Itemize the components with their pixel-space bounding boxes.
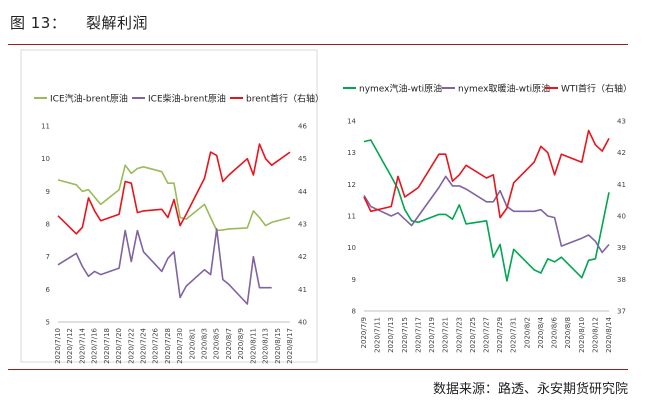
y-right-tick-label: 42: [617, 149, 626, 157]
x-tick-label: 2020/7/11: [374, 317, 382, 353]
x-tick-label: 2020/7/22: [127, 328, 135, 364]
y-left-tick-label: 8: [352, 308, 356, 316]
x-tick-label: 2020/8/15: [274, 328, 282, 364]
x-tick-label: 2020/7/19: [428, 317, 436, 353]
x-tick-label: 2020/7/10: [54, 328, 62, 364]
x-tick-label: 2020/7/18: [103, 328, 111, 364]
x-tick-label: 2020/8/7: [225, 328, 233, 359]
y-left-tick-label: 6: [46, 286, 51, 294]
x-tick-label: 2020/7/30: [176, 328, 184, 364]
x-tick-label: 2020/8/12: [591, 317, 599, 353]
x-tick-label: 2020/8/5: [213, 328, 221, 359]
y-left-tick-label: 5: [46, 319, 50, 327]
x-tick-label: 2020/7/20: [115, 328, 123, 364]
y-right-tick-label: 43: [298, 221, 307, 229]
x-tick-label: 2020/7/14: [78, 327, 86, 363]
legend-label: brent首行（右轴）: [246, 93, 324, 105]
x-tick-label: 2020/7/23: [455, 317, 463, 353]
x-tick-label: 2020/7/29: [496, 317, 504, 353]
figure-title: 图 13： 裂解利润: [10, 12, 148, 33]
y-left-tick-label: 14: [347, 118, 356, 126]
y-left-tick-label: 12: [347, 181, 356, 189]
x-tick-label: 2020/8/8: [564, 317, 572, 348]
y-right-tick-label: 44: [298, 188, 307, 196]
x-tick-label: 2020/8/14: [605, 316, 613, 352]
x-tick-label: 2020/8/1: [188, 328, 196, 359]
y-left-tick-label: 9: [352, 276, 356, 284]
y-left-tick-label: 13: [347, 149, 356, 157]
title-divider: [8, 44, 628, 45]
x-tick-label: 2020/8/6: [551, 316, 559, 348]
y-left-tick-label: 11: [41, 123, 50, 131]
x-tick-label: 2020/8/10: [578, 317, 586, 353]
y-right-tick-label: 41: [298, 286, 307, 294]
y-right-tick-label: 40: [298, 319, 307, 327]
x-tick-label: 2020/8/2: [523, 317, 531, 348]
x-tick-label: 2020/7/28: [164, 328, 172, 364]
x-tick-label: 2020/7/21: [442, 317, 450, 353]
legend-label: nymex取暖油-wti原油: [458, 83, 550, 95]
x-tick-label: 2020/7/13: [387, 317, 395, 353]
legend-label: nymex汽油-wti原油: [359, 83, 442, 95]
series-line-1: [363, 139, 610, 282]
source-divider: [8, 369, 628, 370]
series-line-3: [363, 129, 610, 219]
figure-title-text: 裂解利润: [86, 14, 149, 32]
y-left-tick-label: 8: [46, 221, 50, 229]
left-chart: 5 6 7 8 9 10 11 40 41 42 43 44 45 46 2020/7/10 2020/7/1…: [20, 49, 324, 364]
series-line-2: [363, 175, 610, 254]
right-chart: 8 9 10 11 12 13 14 37 38 39 40 41 42 43 2020/7/9 2020/7…: [343, 83, 632, 353]
series-line-3: [57, 143, 291, 235]
legend-label: WTI首行（右轴）: [561, 83, 632, 95]
y-right-tick-label: 43: [617, 118, 626, 126]
x-tick-label: 2020/7/26: [152, 327, 160, 363]
y-right-tick-label: 39: [617, 244, 626, 252]
x-tick-label: 2020/8/13: [262, 328, 270, 364]
x-tick-label: 2020/7/16: [91, 327, 99, 363]
legend-label: ICE柴油-brent原油: [148, 93, 226, 105]
figure-label: 图 13：: [10, 14, 67, 32]
x-tick-label: 2020/7/9: [360, 317, 368, 348]
y-right-tick-label: 42: [298, 253, 307, 261]
y-right-tick-label: 40: [617, 213, 626, 221]
x-tick-label: 2020/7/31: [510, 317, 518, 353]
x-tick-label: 2020/8/11: [249, 328, 257, 364]
y-left-tick-label: 7: [46, 253, 50, 261]
series-line-2: [57, 228, 272, 305]
x-tick-label: 2020/7/24: [139, 327, 147, 363]
x-tick-label: 2020/8/3: [201, 328, 209, 359]
y-left-tick-label: 11: [347, 213, 356, 221]
legend-label: ICE汽油-brent原油: [50, 93, 128, 105]
source-note: 数据来源：路透、永安期货研究院: [432, 382, 628, 397]
x-tick-label: 2020/7/25: [469, 317, 477, 353]
x-tick-label: 2020/7/12: [66, 328, 74, 364]
x-tick-label: 2020/7/15: [401, 317, 409, 353]
x-tick-label: 2020/7/17: [414, 317, 422, 353]
chart-frame: [20, 49, 318, 363]
y-left-tick-label: 10: [41, 155, 50, 163]
x-tick-label: 2020/8/4: [537, 316, 545, 348]
y-right-tick-label: 45: [298, 155, 307, 163]
y-right-tick-label: 37: [617, 308, 626, 316]
y-left-tick-label: 10: [347, 244, 356, 252]
x-tick-label: 2020/7/27: [483, 317, 491, 353]
series-line-1: [57, 164, 291, 232]
x-tick-label: 2020/8/9: [237, 328, 245, 359]
y-right-tick-label: 38: [617, 276, 626, 284]
y-right-tick-label: 41: [617, 181, 626, 189]
y-right-tick-label: 46: [298, 123, 307, 131]
x-tick-label: 2020/8/17: [286, 328, 294, 364]
y-left-tick-label: 9: [46, 188, 50, 196]
